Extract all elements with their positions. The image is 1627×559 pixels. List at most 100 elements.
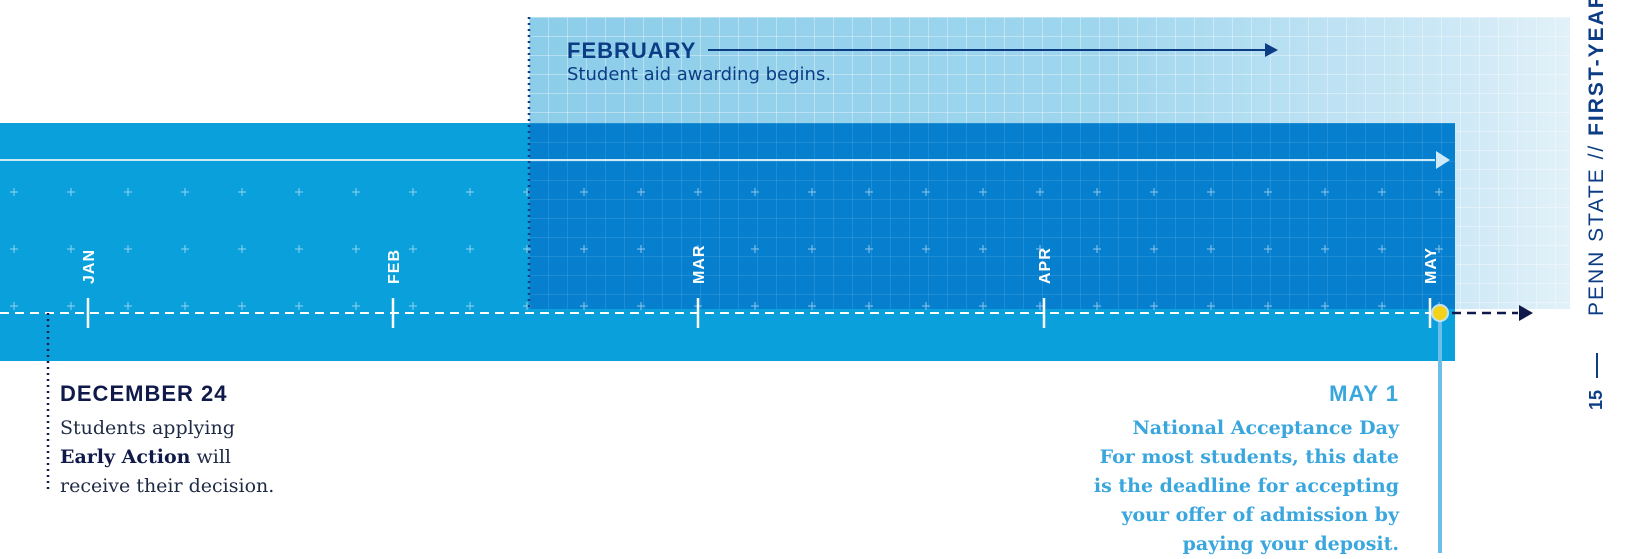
plus-mark	[238, 188, 246, 196]
december-body-prefix: Students applying	[60, 417, 235, 439]
december-heading: DECEMBER 24	[60, 381, 228, 406]
plus-mark	[409, 302, 417, 310]
plus-mark	[124, 302, 132, 310]
may-line: For most students, this date	[1099, 446, 1399, 468]
sidebar-title-light: PENN STATE //	[1585, 143, 1608, 316]
plus-mark	[181, 302, 189, 310]
plus-mark	[1378, 302, 1386, 310]
plus-mark	[409, 188, 417, 196]
plus-mark	[352, 245, 360, 253]
plus-mark	[238, 302, 246, 310]
sidebar-title-bold: FIRST-YEAR	[1585, 0, 1608, 136]
plus-mark	[979, 302, 987, 310]
december-description: Students applying Early Action will receiv…	[60, 414, 330, 501]
plus-mark	[409, 245, 417, 253]
plus-mark	[1264, 245, 1272, 253]
plus-mark	[238, 245, 246, 253]
february-description: Student aid awarding begins.	[567, 64, 832, 85]
plus-mark	[352, 188, 360, 196]
plus-mark	[865, 302, 873, 310]
february-heading: FEBRUARY	[567, 38, 697, 63]
aid-period-band	[529, 123, 1455, 309]
plus-mark	[694, 245, 702, 253]
plus-marks	[10, 188, 1443, 310]
month-label-may: MAY	[1423, 247, 1440, 284]
plus-mark	[352, 302, 360, 310]
plus-mark	[808, 302, 816, 310]
plus-mark	[1264, 188, 1272, 196]
plus-mark	[1150, 302, 1158, 310]
plus-mark	[67, 302, 75, 310]
plus-mark	[1036, 302, 1044, 310]
plus-mark	[1321, 302, 1329, 310]
plus-mark	[751, 188, 759, 196]
plus-mark	[1150, 245, 1158, 253]
plus-mark	[1093, 302, 1101, 310]
plus-mark	[808, 188, 816, 196]
month-ticks	[86, 298, 1432, 328]
grid-pattern	[529, 123, 1455, 309]
plus-mark	[1378, 245, 1386, 253]
plus-mark	[181, 188, 189, 196]
plus-mark	[580, 188, 588, 196]
plus-mark	[181, 245, 189, 253]
plus-mark	[922, 302, 930, 310]
plus-mark	[865, 245, 873, 253]
plus-mark	[979, 245, 987, 253]
plus-mark	[466, 188, 474, 196]
may-line: National Acceptance Day	[1132, 417, 1399, 439]
may-description: National Acceptance Day For most student…	[1039, 414, 1399, 559]
plus-mark	[922, 188, 930, 196]
plus-mark	[637, 245, 645, 253]
plus-mark	[1207, 302, 1215, 310]
plus-mark	[67, 245, 75, 253]
sidebar-title: PENN STATE // FIRST-YEAR	[1585, 0, 1609, 316]
plus-mark	[979, 188, 987, 196]
plus-mark	[1036, 245, 1044, 253]
may-1-marker	[1431, 304, 1449, 322]
may-line: your offer of admission by	[1121, 504, 1399, 526]
page-number: 15	[1586, 389, 1606, 410]
plus-mark	[808, 245, 816, 253]
plus-mark	[67, 188, 75, 196]
may-line: paying your deposit.	[1182, 533, 1399, 555]
plus-mark	[694, 188, 702, 196]
may-heading: MAY 1	[1329, 381, 1399, 406]
february-arrow-head	[1265, 43, 1278, 57]
plus-mark	[1435, 188, 1443, 196]
plus-mark	[466, 302, 474, 310]
plus-mark	[1321, 188, 1329, 196]
plus-mark	[580, 302, 588, 310]
december-body-mid: will	[196, 446, 232, 468]
plus-mark	[637, 188, 645, 196]
timeline-end-arrow-head	[1519, 305, 1533, 321]
plus-mark	[865, 188, 873, 196]
plus-mark	[10, 188, 18, 196]
month-labels: JAN FEB MAR APR MAY	[81, 245, 1440, 284]
month-label-mar: MAR	[691, 245, 708, 284]
month-label-feb: FEB	[386, 249, 403, 284]
plus-mark	[1093, 188, 1101, 196]
plus-mark	[124, 188, 132, 196]
early-action-term: Early Action	[60, 446, 191, 468]
month-label-apr: APR	[1037, 247, 1054, 284]
plus-mark	[295, 302, 303, 310]
plus-mark	[1264, 302, 1272, 310]
plus-mark	[922, 245, 930, 253]
plus-mark	[10, 245, 18, 253]
plus-mark	[637, 302, 645, 310]
plus-mark	[1150, 188, 1158, 196]
plus-mark	[1093, 245, 1101, 253]
plus-mark	[466, 245, 474, 253]
month-label-jan: JAN	[81, 249, 98, 284]
plus-mark	[1435, 245, 1443, 253]
plus-mark	[751, 245, 759, 253]
plus-mark	[1036, 188, 1044, 196]
plus-mark	[1378, 188, 1386, 196]
timeline-top-arrow-head	[1436, 151, 1450, 169]
plus-mark	[580, 245, 588, 253]
plus-mark	[295, 188, 303, 196]
plus-mark	[1321, 245, 1329, 253]
may-line: is the deadline for accepting	[1093, 475, 1399, 497]
